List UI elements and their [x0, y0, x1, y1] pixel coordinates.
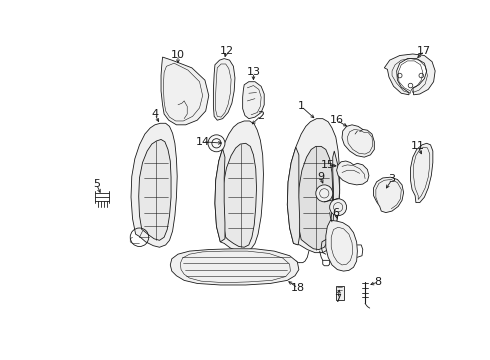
Text: 17: 17 — [417, 46, 431, 56]
Circle shape — [330, 199, 346, 216]
Polygon shape — [214, 59, 235, 120]
Text: 4: 4 — [151, 109, 158, 119]
Polygon shape — [131, 123, 177, 247]
Circle shape — [316, 185, 333, 202]
Text: 13: 13 — [246, 67, 261, 77]
Text: 6: 6 — [332, 208, 339, 217]
Polygon shape — [298, 147, 333, 249]
Polygon shape — [287, 147, 300, 245]
Polygon shape — [161, 57, 209, 125]
Polygon shape — [139, 139, 171, 240]
Polygon shape — [332, 151, 340, 243]
Polygon shape — [243, 82, 264, 119]
Text: 3: 3 — [389, 175, 395, 184]
Polygon shape — [171, 249, 299, 285]
Text: 7: 7 — [335, 294, 342, 304]
Circle shape — [208, 135, 225, 152]
Text: 10: 10 — [171, 50, 185, 60]
Text: 1: 1 — [298, 101, 305, 111]
Text: 11: 11 — [411, 141, 425, 151]
Text: 14: 14 — [196, 137, 210, 147]
Polygon shape — [337, 161, 369, 185]
Text: 5: 5 — [93, 179, 100, 189]
Text: 9: 9 — [317, 172, 324, 182]
Text: 16: 16 — [330, 115, 343, 125]
Polygon shape — [215, 121, 264, 251]
Polygon shape — [222, 143, 257, 247]
Text: 2: 2 — [258, 111, 265, 121]
Polygon shape — [336, 286, 343, 300]
Text: 18: 18 — [291, 283, 305, 293]
Polygon shape — [373, 177, 404, 213]
Text: 15: 15 — [320, 160, 334, 170]
Polygon shape — [326, 220, 357, 271]
Polygon shape — [384, 54, 435, 95]
Text: 8: 8 — [375, 277, 382, 287]
Polygon shape — [215, 149, 225, 242]
Polygon shape — [287, 119, 340, 253]
Polygon shape — [411, 143, 433, 203]
Text: 12: 12 — [220, 46, 234, 56]
Polygon shape — [342, 125, 374, 157]
